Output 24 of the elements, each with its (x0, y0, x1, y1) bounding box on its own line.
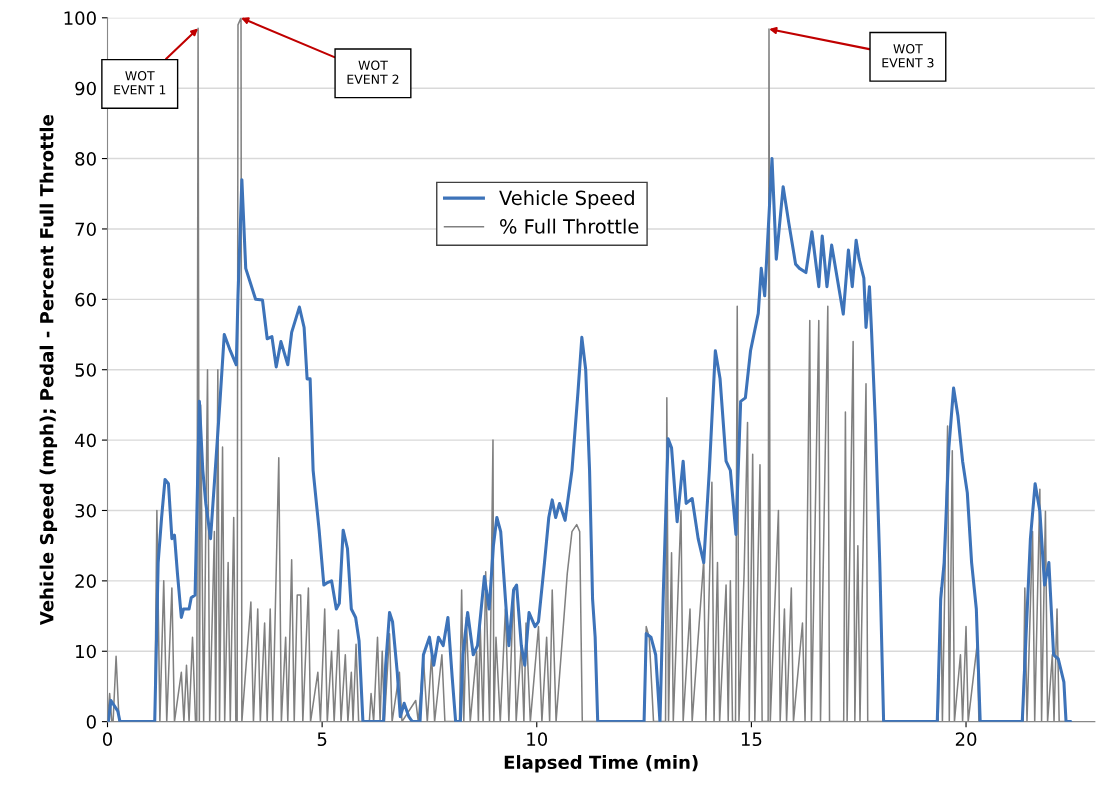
y-tick-label: 80 (75, 152, 96, 166)
annotation: WOT EVENT 3 (882, 44, 934, 68)
x-tick-label: 5 (317, 732, 327, 747)
y-tick-label: 70 (75, 222, 96, 237)
annotation: WOT EVENT 2 (347, 60, 399, 84)
x-axis-title: Elapsed Time (min) (504, 755, 698, 773)
y-tick-label: 20 (75, 574, 96, 588)
x-tick-label: 10 (527, 732, 548, 747)
x-tick-label: 20 (955, 732, 977, 747)
y-tick-label: 100 (64, 11, 96, 25)
x-tick-label: 0 (102, 732, 113, 747)
legend-label: Vehicle Speed (499, 190, 634, 209)
y-tick-label: 10 (76, 644, 96, 659)
x-tick-label: 15 (741, 732, 762, 747)
y-axis-title: Vehicle Speed (mph); Pedal - Percent Full Throttle (39, 115, 58, 626)
line-series (107, 157, 1073, 722)
y-tick-label: 60 (75, 292, 96, 307)
y-tick-label: 40 (75, 433, 96, 448)
annotation: WOT EVENT 1 (114, 71, 166, 95)
y-tick-label: 90 (75, 81, 96, 96)
legend-label: % Full Throttle (500, 218, 639, 234)
y-tick-label: 0 (86, 715, 96, 729)
y-tick-label: 30 (75, 503, 96, 518)
y-tick-label: 50 (75, 363, 96, 377)
